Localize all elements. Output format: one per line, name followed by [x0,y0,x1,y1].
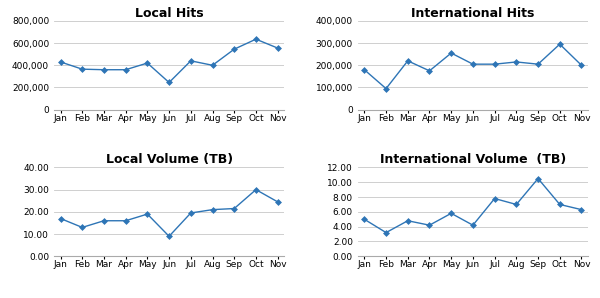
Title: International Hits: International Hits [411,7,535,20]
Title: International Volume  (TB): International Volume (TB) [380,153,566,166]
Title: Local Hits: Local Hits [135,7,203,20]
Title: Local Volume (TB): Local Volume (TB) [106,153,233,166]
